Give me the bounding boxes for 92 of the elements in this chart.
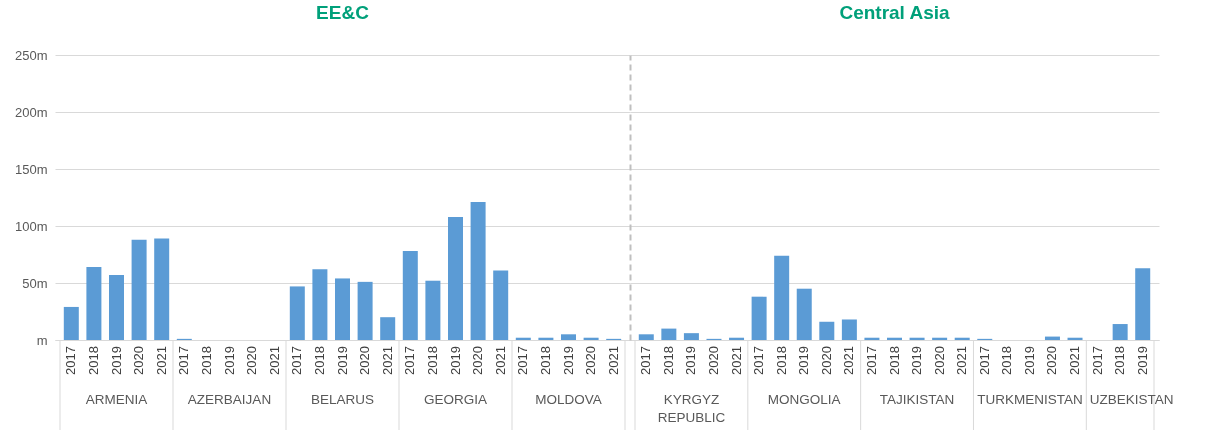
bar bbox=[1135, 268, 1151, 340]
text: GEORGIA bbox=[423, 392, 488, 407]
text: KYRGYZ REPUBLIC bbox=[657, 392, 726, 425]
x-tick-label: 2019 bbox=[221, 346, 237, 375]
x-tick-label: 2020 bbox=[244, 346, 260, 375]
bar bbox=[448, 216, 463, 340]
x-tick-label: 2020 bbox=[131, 346, 147, 375]
x-tick-label: 2018 bbox=[198, 346, 214, 375]
chart-title: Central Asia bbox=[839, 2, 951, 23]
x-tick-label: 2017 bbox=[402, 346, 418, 375]
bar bbox=[683, 333, 699, 340]
x-tick-label: 2017 bbox=[176, 346, 192, 375]
x-tick-label: 2021 bbox=[266, 346, 282, 375]
x-tick-label: 2017 bbox=[1089, 346, 1105, 375]
x-tick-label: 2019 bbox=[1021, 346, 1037, 375]
y-tick-label: 150m bbox=[14, 161, 48, 177]
bar bbox=[638, 334, 654, 340]
x-tick-label: 2021 bbox=[153, 346, 169, 375]
bar bbox=[335, 278, 350, 340]
bar bbox=[131, 239, 147, 340]
bar bbox=[109, 275, 124, 340]
bar bbox=[493, 270, 509, 340]
text: AZERBAIJAN bbox=[187, 392, 272, 407]
text: ARMENIA bbox=[85, 392, 148, 407]
x-tick-label: 2018 bbox=[85, 346, 101, 375]
text: BELARUS bbox=[310, 392, 375, 407]
x-tick-label: 2019 bbox=[447, 346, 463, 375]
x-tick-label: 2021 bbox=[379, 346, 395, 375]
text: TURKMENISTAN bbox=[977, 392, 1083, 407]
bar bbox=[841, 319, 857, 340]
x-tick-label: 2017 bbox=[751, 346, 767, 375]
x-tick-label: 2017 bbox=[863, 346, 879, 375]
bar bbox=[819, 321, 835, 340]
x-tick-label: 2021 bbox=[728, 346, 744, 375]
bar bbox=[470, 202, 486, 340]
bar bbox=[357, 281, 373, 340]
x-tick-label: 2020 bbox=[357, 346, 373, 375]
x-tick-label: 2019 bbox=[683, 346, 699, 375]
bar bbox=[380, 317, 396, 340]
y-tick-label: 50m bbox=[22, 275, 48, 291]
bar bbox=[289, 286, 305, 340]
chart-title: EE&C bbox=[316, 2, 370, 23]
text: MOLDOVA bbox=[535, 392, 602, 407]
y-tick-label: 200m bbox=[14, 104, 48, 120]
x-tick-label: 2018 bbox=[311, 346, 327, 375]
bar bbox=[796, 288, 812, 340]
y-tick-label: m bbox=[36, 332, 48, 348]
x-tick-label: 2019 bbox=[334, 346, 350, 375]
y-tick-label: 100m bbox=[14, 218, 48, 234]
x-tick-label: 2018 bbox=[660, 346, 676, 375]
y-tick-label: 250m bbox=[14, 47, 48, 63]
x-tick-label: 2021 bbox=[954, 346, 970, 375]
x-tick-label: 2019 bbox=[796, 346, 812, 375]
bar bbox=[425, 280, 441, 340]
x-tick-label: 2018 bbox=[999, 346, 1015, 375]
x-tick-label: 2021 bbox=[605, 346, 621, 375]
x-tick-label: 2020 bbox=[705, 346, 721, 375]
x-tick-label: 2017 bbox=[63, 346, 79, 375]
x-tick-label: 2019 bbox=[1134, 346, 1150, 375]
x-tick-label: 2021 bbox=[1067, 346, 1083, 375]
x-tick-label: 2018 bbox=[1112, 346, 1128, 375]
x-tick-label: 2020 bbox=[470, 346, 486, 375]
x-tick-label: 2020 bbox=[818, 346, 834, 375]
text: MONGOLIA bbox=[767, 392, 841, 407]
bar bbox=[774, 255, 790, 340]
bar bbox=[312, 269, 328, 340]
bar bbox=[751, 296, 767, 340]
x-tick-label: 2017 bbox=[289, 346, 305, 375]
x-tick-label: 2018 bbox=[424, 346, 440, 375]
x-tick-label: 2017 bbox=[515, 346, 531, 375]
x-tick-label: 2020 bbox=[1044, 346, 1060, 375]
bar bbox=[1112, 324, 1128, 340]
bar bbox=[661, 328, 677, 340]
bar bbox=[154, 238, 170, 340]
x-tick-label: 2019 bbox=[108, 346, 124, 375]
x-tick-label: 2017 bbox=[638, 346, 654, 375]
bar bbox=[561, 334, 576, 340]
text: UZBEKISTAN bbox=[1089, 392, 1174, 407]
x-tick-label: 2019 bbox=[560, 346, 576, 375]
x-tick-label: 2021 bbox=[492, 346, 508, 375]
x-tick-label: 2020 bbox=[583, 346, 599, 375]
x-tick-label: 2018 bbox=[886, 346, 902, 375]
x-tick-label: 2021 bbox=[841, 346, 857, 375]
x-tick-label: 2017 bbox=[976, 346, 992, 375]
x-tick-label: 2020 bbox=[931, 346, 947, 375]
bar bbox=[63, 306, 79, 340]
text: TAJIKISTAN bbox=[879, 392, 955, 407]
x-tick-label: 2018 bbox=[773, 346, 789, 375]
x-tick-label: 2019 bbox=[909, 346, 925, 375]
bar bbox=[86, 267, 102, 340]
x-tick-label: 2018 bbox=[537, 346, 553, 375]
bar bbox=[402, 251, 418, 340]
